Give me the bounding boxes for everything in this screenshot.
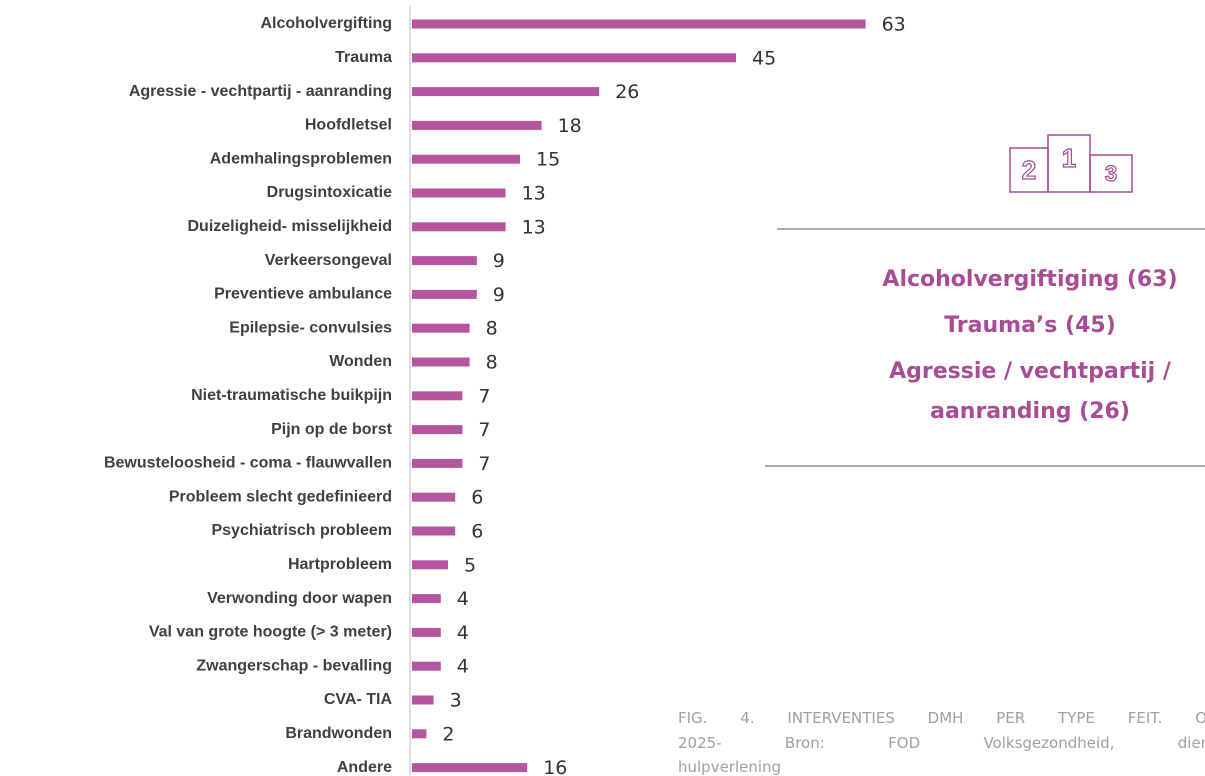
bar [412,729,427,739]
value-label: 18 [558,115,582,137]
category-label: Verwonding door wapen [207,590,392,607]
bar [412,289,477,299]
value-label: 63 [882,14,906,36]
value-label: 7 [478,453,490,475]
caption: 2025- Bron: FOD Volksgezondheid, diens [678,734,1205,752]
value-label: 16 [543,757,567,776]
bar [412,391,463,401]
category-label: Andere [337,759,392,776]
value-label: 4 [457,656,469,678]
caption: hulpverlening [678,758,782,776]
icon-digit: 1 [1062,143,1076,173]
category-label: Psychiatrisch probleem [211,522,392,539]
category-label: Zwangerschap - bevalling [196,657,392,674]
bar [412,19,866,29]
category-label: Val van grote hoogte (> 3 meter) [149,624,392,641]
value-label: 4 [457,588,469,610]
category-label: Pijn op de borst [271,421,393,438]
category-label: Preventieve ambulance [214,286,392,303]
category-label: Alcoholvergifting [260,15,392,32]
value-label: 13 [522,216,546,238]
value-label: 2 [442,723,454,745]
bar [412,222,506,232]
category-label: Probleem slecht gedefinieerd [169,488,392,505]
category-label: CVA- TIA [324,691,393,708]
value-label: 8 [486,352,498,374]
bar [412,323,470,333]
value-label: 4 [457,622,469,644]
icon-digit: 2 [1022,155,1036,185]
category-label: Niet-traumatische buikpijn [191,387,392,404]
bar [412,560,448,570]
bar [412,458,463,468]
category-label: Hartprobleem [288,556,392,573]
category-label: Trauma [335,49,392,66]
value-label: 6 [471,521,483,543]
bar [412,526,456,536]
category-label: Duizeligheid- misselijkheid [188,218,393,235]
panel-text: Alcoholvergiftiging (63) [882,267,1177,292]
bar [412,492,456,502]
value-label: 5 [464,554,476,576]
value-label: 15 [536,149,560,171]
bar [412,53,736,63]
value-label: 8 [486,318,498,340]
category-label: Hoofdletsel [305,117,392,134]
bar [412,425,463,435]
value-label: 26 [615,81,639,103]
bar [412,120,542,130]
value-label: 13 [522,183,546,205]
bar [412,87,600,97]
bar [412,763,528,773]
value-label: 7 [478,419,490,441]
bar [412,154,520,164]
value-label: 9 [493,250,505,272]
bar [412,695,434,705]
bar [412,594,441,604]
category-label: Agressie - vechtpartij - aanranding [129,83,392,100]
panel-text: Trauma’s (45) [944,313,1116,338]
value-label: 3 [450,690,462,712]
category-label: Brandwonden [285,725,392,742]
panel-text: aanranding (26) [930,399,1130,424]
icon-digit: 3 [1105,161,1117,186]
category-label: Ademhalingsproblemen [210,150,392,167]
caption: FIG. 4. INTERVENTIES DMH PER TYPE FEIT. … [678,709,1205,727]
bar [412,256,477,266]
bar [412,188,506,198]
bar [412,357,470,367]
category-label: Bewusteloosheid - coma - flauwvallen [104,455,392,472]
podium-icon [1009,134,1133,193]
panel-text: Agressie / vechtpartij / [889,359,1172,384]
category-label: Epilepsie- convulsies [229,319,392,336]
category-label: Verkeersongeval [265,252,392,269]
value-label: 7 [478,385,490,407]
value-label: 6 [471,487,483,509]
category-label: Wonden [329,353,392,370]
bar [412,661,441,671]
bar [412,627,441,637]
value-label: 45 [752,47,776,69]
category-label: Drugsintoxicatie [267,184,392,201]
value-label: 9 [493,284,505,306]
